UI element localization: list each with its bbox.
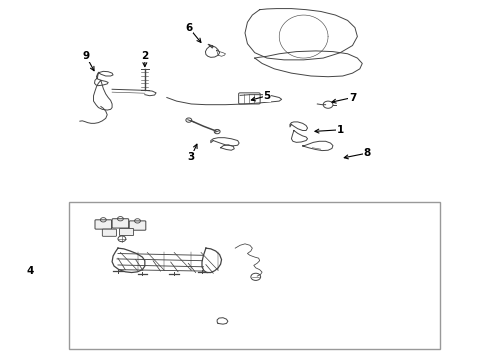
Text: 7: 7 bbox=[349, 93, 356, 103]
Text: 5: 5 bbox=[263, 91, 270, 101]
Text: 3: 3 bbox=[188, 152, 195, 162]
Text: 4: 4 bbox=[26, 266, 34, 276]
Bar bbox=[69, 202, 441, 348]
FancyBboxPatch shape bbox=[239, 93, 260, 104]
Text: 2: 2 bbox=[141, 51, 148, 61]
Text: 9: 9 bbox=[83, 51, 90, 61]
FancyBboxPatch shape bbox=[95, 220, 112, 229]
Text: 1: 1 bbox=[337, 125, 344, 135]
Text: 8: 8 bbox=[364, 148, 371, 158]
Text: 6: 6 bbox=[185, 23, 193, 33]
FancyBboxPatch shape bbox=[120, 228, 134, 235]
FancyBboxPatch shape bbox=[112, 219, 129, 228]
FancyBboxPatch shape bbox=[102, 229, 117, 236]
FancyBboxPatch shape bbox=[129, 221, 146, 230]
